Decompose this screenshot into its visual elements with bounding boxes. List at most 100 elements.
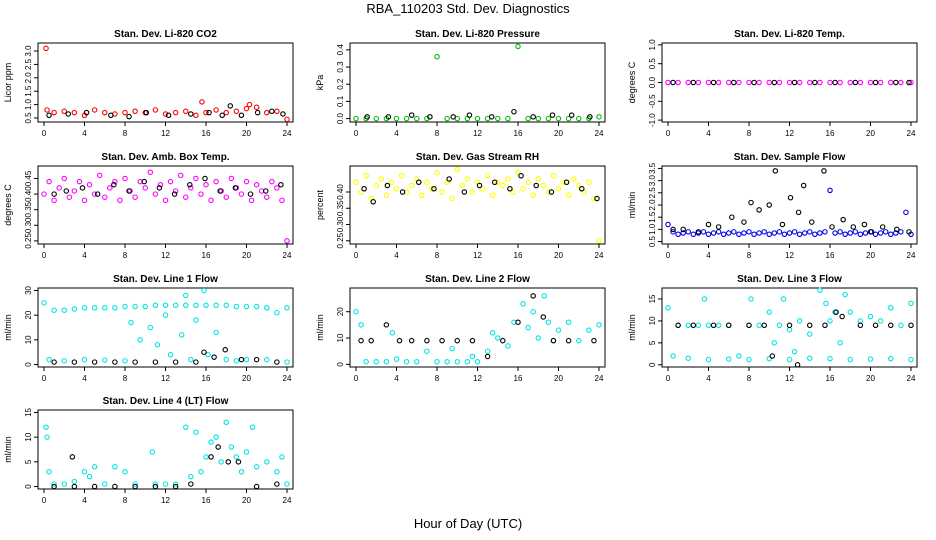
data-point [147, 169, 154, 175]
y-tick-label: 0.3 [336, 61, 345, 73]
y-tick-label: 1.0 [648, 223, 657, 235]
data-point [801, 230, 808, 236]
data-point [685, 355, 691, 361]
data-point [748, 199, 754, 206]
x-tick-label: 16 [202, 496, 211, 505]
data-point [132, 108, 138, 115]
data-point [555, 186, 562, 192]
chart-title: Stan. Dev. Li-820 CO2 [114, 29, 217, 40]
data-point [235, 459, 242, 465]
data-point [213, 329, 219, 336]
data-point [361, 186, 367, 192]
data-point [549, 112, 556, 118]
data-point [253, 356, 260, 363]
data-point [76, 178, 83, 185]
data-point [416, 179, 422, 186]
data-point [766, 309, 772, 315]
data-point [112, 178, 118, 185]
data-point [238, 112, 245, 119]
data-point [817, 287, 823, 293]
y-tick-label: 5 [24, 459, 33, 464]
data-point [373, 115, 379, 122]
data-point [736, 353, 742, 359]
data-point [894, 226, 900, 233]
x-tick-label: 4 [706, 374, 711, 383]
data-point [427, 114, 433, 120]
data-point [162, 312, 169, 318]
data-point [510, 189, 516, 195]
data-point [840, 216, 846, 223]
data-point [141, 178, 147, 185]
data-point [832, 79, 838, 86]
data-point [736, 79, 742, 86]
y-tick-label: 1.0 [648, 39, 657, 51]
data-point [132, 359, 138, 365]
data-point [796, 318, 803, 324]
x-tick-label: 16 [826, 129, 835, 138]
data-point [102, 109, 108, 116]
data-point [51, 481, 57, 487]
data-point [183, 424, 189, 431]
chart-title: Stan. Dev. Line 3 Flow [737, 274, 842, 285]
data-point [246, 101, 253, 108]
y-tick-label: 0.5 [648, 58, 657, 70]
data-point [208, 439, 214, 445]
data-point [746, 79, 752, 86]
data-point [670, 226, 676, 233]
data-point [370, 199, 376, 205]
data-point [46, 356, 52, 363]
data-point [274, 309, 280, 316]
data-point [893, 79, 899, 86]
data-point [494, 335, 501, 341]
x-tick-label: 24 [595, 251, 604, 260]
data-point [71, 359, 78, 365]
data-point [238, 356, 245, 363]
y-tick-label: 15 [648, 294, 657, 303]
x-tick-label: 20 [554, 129, 563, 138]
x-tick-label: 24 [907, 251, 916, 260]
data-point [364, 114, 370, 120]
data-point [206, 109, 212, 116]
y-tick-label: 3.5 [648, 162, 657, 174]
data-point [857, 318, 864, 324]
y-axis-label: kPa [315, 75, 325, 91]
data-point [701, 296, 708, 302]
x-tick-label: 24 [595, 129, 604, 138]
data-point [51, 109, 57, 116]
data-point [238, 191, 245, 197]
data-point [887, 79, 894, 86]
data-point [233, 358, 240, 364]
data-point [215, 444, 221, 450]
data-point [725, 322, 732, 329]
data-point [665, 221, 671, 228]
data-point [505, 343, 511, 349]
data-point [152, 359, 159, 365]
data-point [791, 229, 798, 235]
y-tick-label: 10 [648, 316, 657, 325]
chart-title: Stan. Dev. Amb. Box Temp. [101, 152, 229, 163]
data-point [665, 304, 671, 311]
data-point [839, 313, 845, 320]
data-point [586, 179, 592, 186]
data-point [879, 224, 886, 230]
chart-panel-9: Stan. Dev. Line 3 Flow ml/min 0 4 8 12 16 20 24 0… [627, 274, 918, 383]
data-point [223, 109, 230, 116]
data-point [228, 175, 235, 182]
data-point [247, 191, 254, 197]
chart-panel-4: Stan. Dev. Amb. Box Temp. degrees C 0 4 8 12 1… [3, 152, 294, 260]
data-point [413, 358, 420, 365]
data-point [827, 79, 833, 86]
data-point [434, 169, 440, 176]
data-point [393, 115, 400, 122]
data-point [424, 179, 430, 186]
data-point [872, 322, 879, 329]
data-point [541, 293, 548, 299]
data-point [766, 231, 772, 238]
data-point [183, 292, 189, 299]
data-point [786, 326, 793, 333]
data-point [705, 221, 712, 228]
data-point [806, 331, 813, 337]
data-point [126, 113, 132, 120]
data-point [201, 287, 207, 294]
data-point [177, 172, 184, 179]
